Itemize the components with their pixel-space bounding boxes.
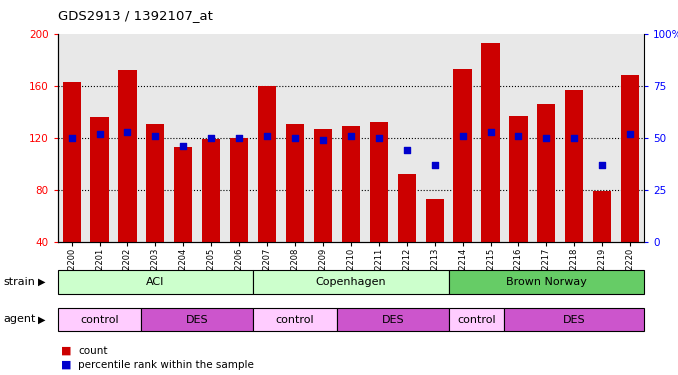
Bar bbox=[202, 139, 220, 242]
Point bbox=[569, 135, 580, 141]
Bar bbox=[119, 70, 136, 242]
Bar bbox=[258, 86, 276, 242]
Bar bbox=[174, 147, 193, 242]
Bar bbox=[370, 122, 388, 242]
Bar bbox=[504, 308, 644, 332]
Bar bbox=[426, 199, 443, 242]
Text: Copenhagen: Copenhagen bbox=[315, 277, 386, 287]
Text: ▶: ▶ bbox=[38, 277, 45, 287]
Point bbox=[178, 143, 188, 149]
Bar bbox=[58, 308, 142, 332]
Text: percentile rank within the sample: percentile rank within the sample bbox=[78, 360, 254, 369]
Point bbox=[122, 129, 133, 135]
Bar bbox=[397, 174, 416, 242]
Bar bbox=[565, 90, 583, 242]
Point bbox=[485, 129, 496, 135]
Bar bbox=[337, 308, 449, 332]
Text: ■: ■ bbox=[61, 360, 71, 369]
Point bbox=[374, 135, 384, 141]
Point bbox=[94, 130, 105, 136]
Bar bbox=[142, 308, 253, 332]
Bar bbox=[342, 126, 360, 242]
Text: strain: strain bbox=[3, 277, 35, 287]
Bar bbox=[314, 129, 332, 242]
Bar bbox=[454, 69, 472, 242]
Point bbox=[541, 135, 552, 141]
Text: control: control bbox=[276, 315, 315, 325]
Point bbox=[597, 162, 607, 168]
Bar bbox=[230, 138, 248, 242]
Point bbox=[345, 133, 357, 139]
Bar bbox=[509, 116, 527, 242]
Point bbox=[234, 135, 245, 141]
Text: ■: ■ bbox=[61, 346, 71, 355]
Text: DES: DES bbox=[382, 315, 404, 325]
Text: GDS2913 / 1392107_at: GDS2913 / 1392107_at bbox=[58, 9, 212, 22]
Point bbox=[513, 133, 524, 139]
Text: DES: DES bbox=[186, 315, 209, 325]
Bar bbox=[62, 82, 81, 242]
Text: control: control bbox=[80, 315, 119, 325]
Bar bbox=[621, 75, 639, 242]
Bar bbox=[449, 270, 644, 294]
Bar bbox=[253, 308, 337, 332]
Point bbox=[262, 133, 273, 139]
Point bbox=[66, 135, 77, 141]
Bar bbox=[146, 123, 165, 242]
Text: count: count bbox=[78, 346, 108, 355]
Bar bbox=[253, 270, 449, 294]
Point bbox=[150, 133, 161, 139]
Bar bbox=[449, 308, 504, 332]
Bar bbox=[58, 270, 253, 294]
Point bbox=[290, 135, 300, 141]
Text: control: control bbox=[457, 315, 496, 325]
Text: ACI: ACI bbox=[146, 277, 165, 287]
Bar bbox=[481, 43, 500, 242]
Text: Brown Norway: Brown Norway bbox=[506, 277, 586, 287]
Text: agent: agent bbox=[3, 315, 36, 324]
Point bbox=[624, 130, 635, 136]
Point bbox=[401, 147, 412, 153]
Text: DES: DES bbox=[563, 315, 586, 325]
Point bbox=[317, 137, 328, 143]
Bar bbox=[90, 117, 108, 242]
Point bbox=[206, 135, 217, 141]
Bar bbox=[537, 104, 555, 242]
Point bbox=[457, 133, 468, 139]
Text: ▶: ▶ bbox=[38, 315, 45, 324]
Bar bbox=[286, 123, 304, 242]
Bar bbox=[593, 191, 612, 242]
Point bbox=[429, 162, 440, 168]
